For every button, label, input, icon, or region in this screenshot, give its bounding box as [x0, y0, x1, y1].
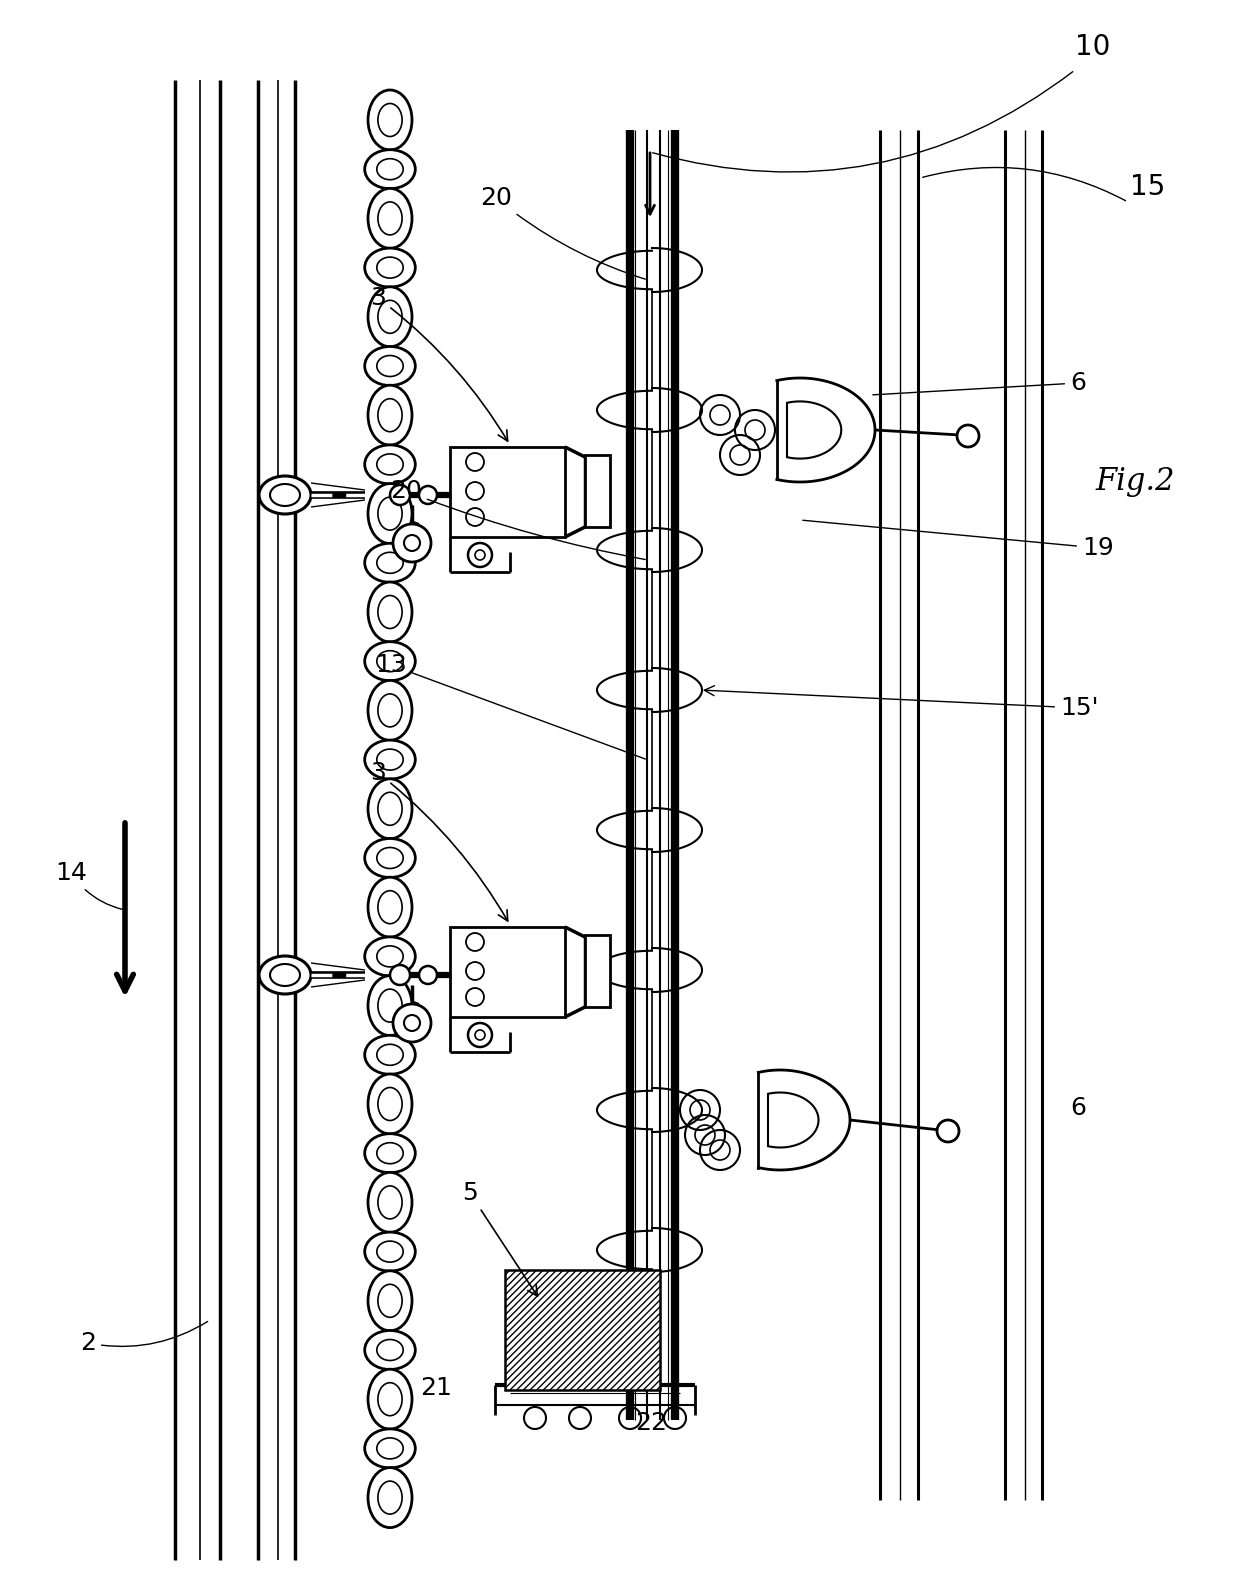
Circle shape [391, 485, 410, 504]
Text: 20: 20 [480, 187, 645, 280]
Text: 14: 14 [55, 862, 123, 909]
Ellipse shape [365, 444, 415, 484]
Text: Fig.2: Fig.2 [1095, 466, 1174, 496]
Ellipse shape [365, 248, 415, 288]
Ellipse shape [368, 975, 412, 1036]
Ellipse shape [365, 1331, 415, 1369]
Circle shape [957, 425, 980, 447]
Ellipse shape [365, 544, 415, 582]
Bar [585, 455, 610, 526]
Circle shape [419, 485, 436, 504]
Ellipse shape [368, 1173, 412, 1233]
Ellipse shape [368, 90, 412, 150]
Circle shape [467, 1023, 492, 1047]
Text: 19: 19 [802, 520, 1114, 560]
Ellipse shape [259, 957, 311, 994]
Text: 3: 3 [370, 286, 507, 441]
Ellipse shape [365, 838, 415, 877]
Ellipse shape [365, 346, 415, 386]
Ellipse shape [365, 1232, 415, 1271]
Circle shape [937, 1119, 959, 1141]
Ellipse shape [365, 642, 415, 681]
Text: 15: 15 [1130, 172, 1166, 201]
Ellipse shape [368, 582, 412, 642]
Ellipse shape [368, 1073, 412, 1134]
Ellipse shape [365, 1036, 415, 1075]
Circle shape [419, 966, 436, 983]
Ellipse shape [368, 1271, 412, 1331]
Text: 21: 21 [420, 1375, 451, 1401]
Ellipse shape [365, 1429, 415, 1467]
Text: 2: 2 [81, 1322, 207, 1355]
Ellipse shape [365, 150, 415, 188]
Text: 6: 6 [1070, 1096, 1086, 1119]
Polygon shape [505, 1270, 660, 1390]
Ellipse shape [368, 680, 412, 740]
Ellipse shape [259, 476, 311, 514]
Ellipse shape [365, 938, 415, 975]
Bar [450, 447, 565, 538]
Text: 20: 20 [391, 479, 645, 560]
Circle shape [393, 523, 432, 561]
Text: 3: 3 [370, 760, 507, 922]
Ellipse shape [368, 386, 412, 446]
Text: 5: 5 [463, 1181, 537, 1296]
Text: 10: 10 [1075, 33, 1110, 62]
Bar [450, 926, 565, 1017]
Ellipse shape [365, 740, 415, 779]
Text: 13: 13 [374, 653, 645, 759]
Ellipse shape [368, 484, 412, 544]
Circle shape [393, 1004, 432, 1042]
Ellipse shape [368, 1467, 412, 1527]
Ellipse shape [368, 1369, 412, 1429]
Circle shape [391, 964, 410, 985]
Ellipse shape [365, 1134, 415, 1173]
Ellipse shape [368, 877, 412, 938]
Ellipse shape [368, 286, 412, 346]
Text: 15': 15' [704, 686, 1099, 719]
Ellipse shape [368, 779, 412, 840]
Text: 22: 22 [635, 1410, 667, 1436]
Text: 6: 6 [873, 372, 1086, 395]
Ellipse shape [368, 188, 412, 248]
Bar [585, 934, 610, 1007]
Circle shape [467, 542, 492, 568]
